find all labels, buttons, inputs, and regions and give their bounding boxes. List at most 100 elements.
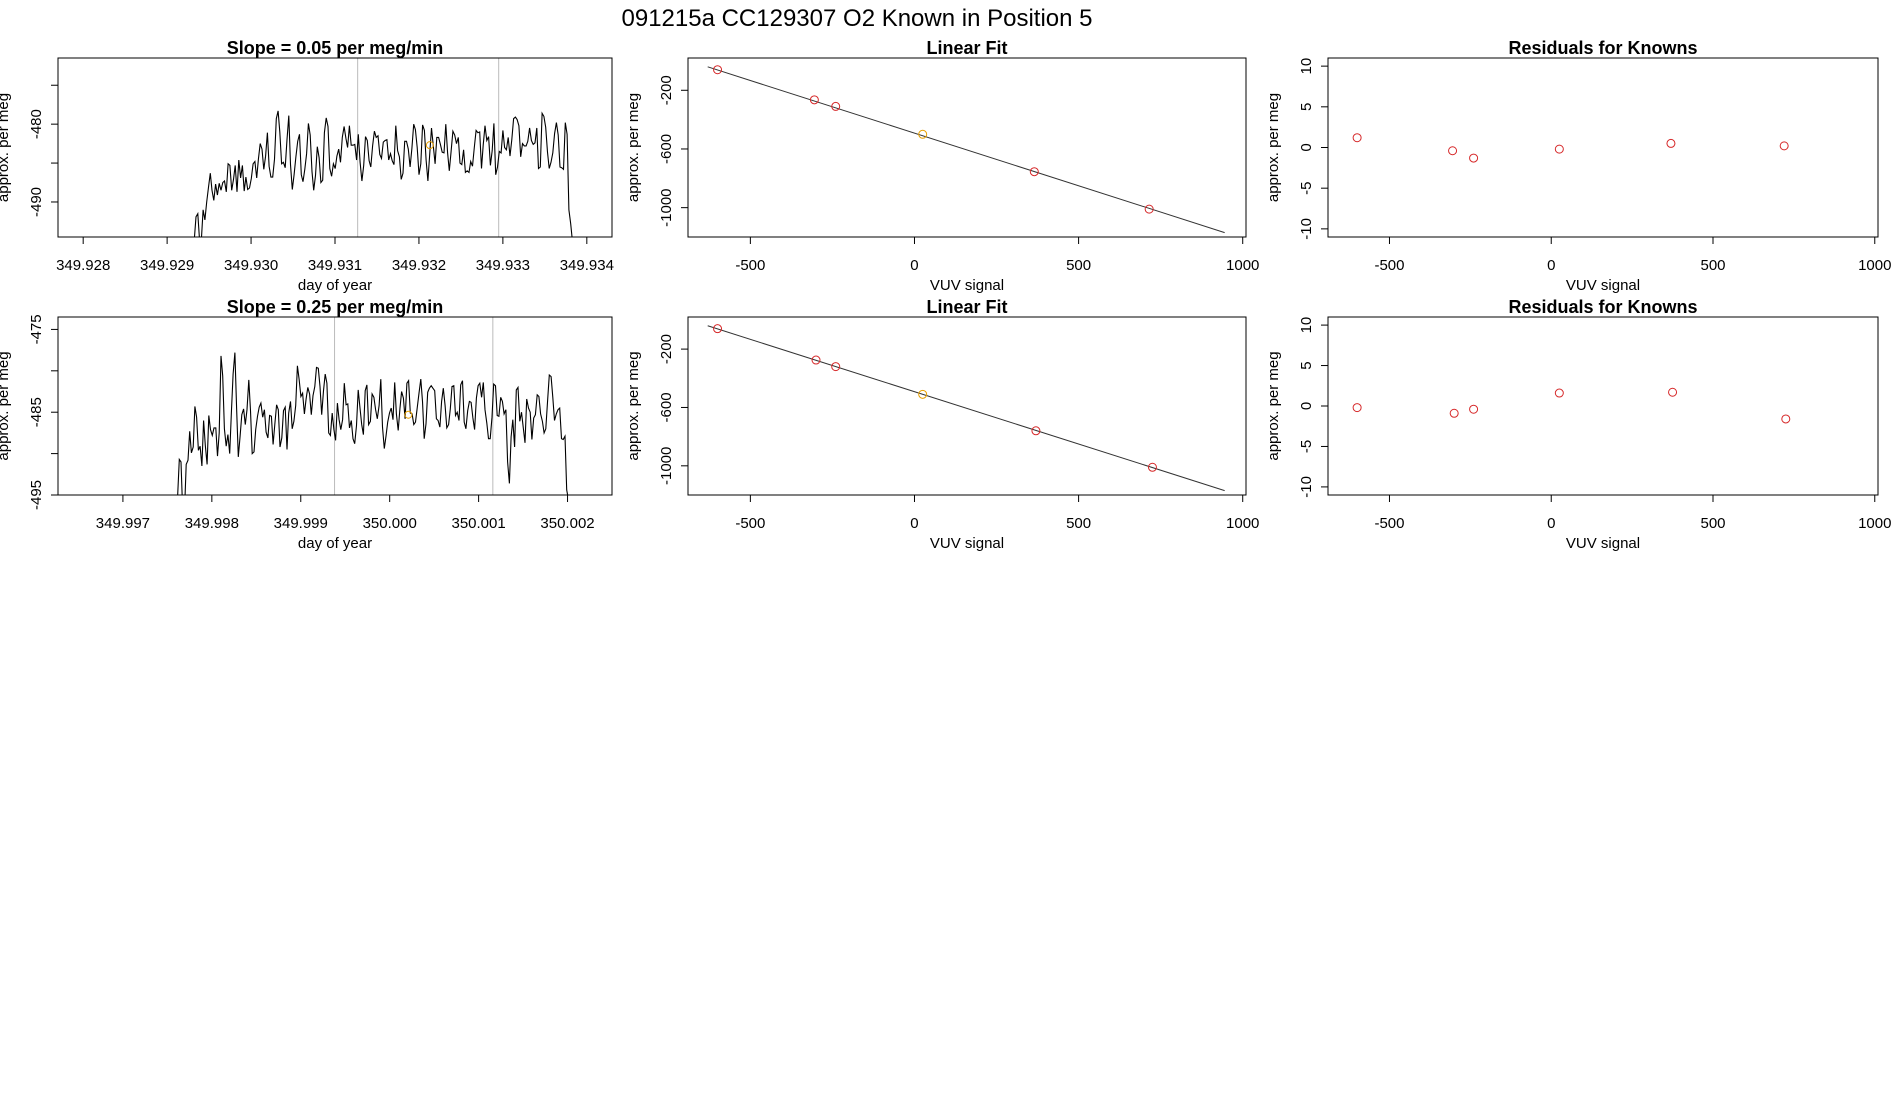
x-tick-label: 349.932 [392,257,446,274]
x-axis-label: VUV signal [930,535,1004,552]
x-tick-label: 349.929 [140,257,194,274]
y-tick-label: -1000 [658,188,675,226]
panel-res-bottom: Residuals for Knowns VUV signal approx. pe… [1265,297,1891,552]
x-tick-label: 500 [1066,257,1091,274]
data-point [1666,138,1676,148]
panel-res-top: Residuals for Knowns VUV signal approx. pe… [1265,38,1891,294]
x-tick-label: 349.933 [476,257,530,274]
y-tick-label: 10 [1298,58,1315,75]
plot-area [177,317,569,495]
data-point [713,65,723,75]
panel-fit-bottom: Linear Fit VUV signal approx. per meg -500 0… [625,297,1259,552]
plot-frame [1327,316,1879,496]
x-tick-label: -500 [735,257,765,274]
y-tick-label: -485 [28,397,45,427]
x-tick-label: 1000 [1226,515,1259,532]
y-tick-label: -200 [658,75,675,105]
y-axis-label: approx. per meg [0,351,12,460]
x-tick-label: -500 [1374,515,1404,532]
data-point [713,324,723,334]
data-point [1352,133,1362,143]
chart-title: Slope = 0.05 per meg/min [227,38,444,58]
highlight-point [425,141,434,150]
chart-title: Residuals for Knowns [1508,38,1697,58]
y-axis-label: approx. per meg [1265,351,1282,460]
x-tick-label: -500 [735,515,765,532]
plot-frame [687,57,1247,238]
plot-area [1352,387,1791,424]
plot-area [707,324,1225,492]
y-tick-label: -5 [1298,440,1315,453]
x-axis-label: day of year [298,535,372,552]
y-axis-label: approx. per meg [0,93,12,202]
x-axis-label: VUV signal [1566,535,1640,552]
plot-frame [1327,57,1879,238]
y-axis-label: approx. per meg [625,93,642,202]
data-point [811,355,821,365]
panel-fit-top: Linear Fit VUV signal approx. per meg -500 0… [625,38,1259,294]
y-tick-label: 0 [1298,143,1315,151]
chart-title: Slope = 0.25 per meg/min [227,297,444,317]
x-tick-label: 0 [910,515,918,532]
x-tick-label: 500 [1700,515,1725,532]
y-axis-label: approx. per meg [625,351,642,460]
series-line [193,110,573,237]
chart-title: Residuals for Knowns [1508,297,1697,317]
panel-ts-top: Slope = 0.05 per meg/min day of year appro… [0,38,614,294]
y-axis-label: approx. per meg [1265,93,1282,202]
y-tick-label: 0 [1298,402,1315,410]
data-point [1029,167,1039,177]
x-tick-label: 349.999 [274,515,328,532]
chart-title: Linear Fit [926,38,1007,58]
plot-area [707,65,1225,234]
x-tick-label: 500 [1066,515,1091,532]
highlight-point [404,410,413,419]
y-tick-label: -600 [658,392,675,422]
data-point [1469,153,1479,163]
plot-frame [57,316,613,496]
x-tick-label: 349.934 [560,257,614,274]
y-tick-label: -10 [1298,218,1315,240]
x-tick-label: -500 [1374,257,1404,274]
plot-frame [57,57,613,238]
data-point [831,101,841,111]
fit-line [707,66,1225,234]
y-tick-label: -10 [1298,476,1315,498]
data-point [1144,204,1154,214]
x-tick-label: 349.931 [308,257,362,274]
y-tick-label: -1000 [658,447,675,485]
data-point [1554,144,1564,154]
data-point [1449,408,1459,418]
plot-frame [687,316,1247,496]
x-axis-label: VUV signal [1566,277,1640,294]
x-tick-label: 350.001 [451,515,505,532]
x-tick-label: 349.930 [224,257,278,274]
fit-line [707,325,1225,492]
x-tick-label: 350.000 [363,515,417,532]
x-tick-label: 349.998 [185,515,239,532]
data-point [1147,462,1157,472]
x-tick-label: 1000 [1858,515,1891,532]
plot-area [1352,133,1789,163]
chart-title: Linear Fit [926,297,1007,317]
x-tick-label: 500 [1700,257,1725,274]
data-point [1448,146,1458,156]
data-point [918,389,928,399]
y-tick-label: -480 [28,109,45,139]
y-tick-label: -200 [658,334,675,364]
data-point [1352,403,1362,413]
y-tick-label: 10 [1298,317,1315,334]
data-point [1469,404,1479,414]
data-point [1031,426,1041,436]
series-line [177,352,569,495]
y-tick-label: 5 [1298,103,1315,111]
plot-area [193,58,573,237]
data-point [831,362,841,372]
x-tick-label: 349.928 [56,257,110,274]
x-axis-label: VUV signal [930,277,1004,294]
y-tick-label: -475 [28,314,45,344]
y-tick-label: 5 [1298,361,1315,369]
y-tick-label: -600 [658,134,675,164]
x-tick-label: 0 [910,257,918,274]
